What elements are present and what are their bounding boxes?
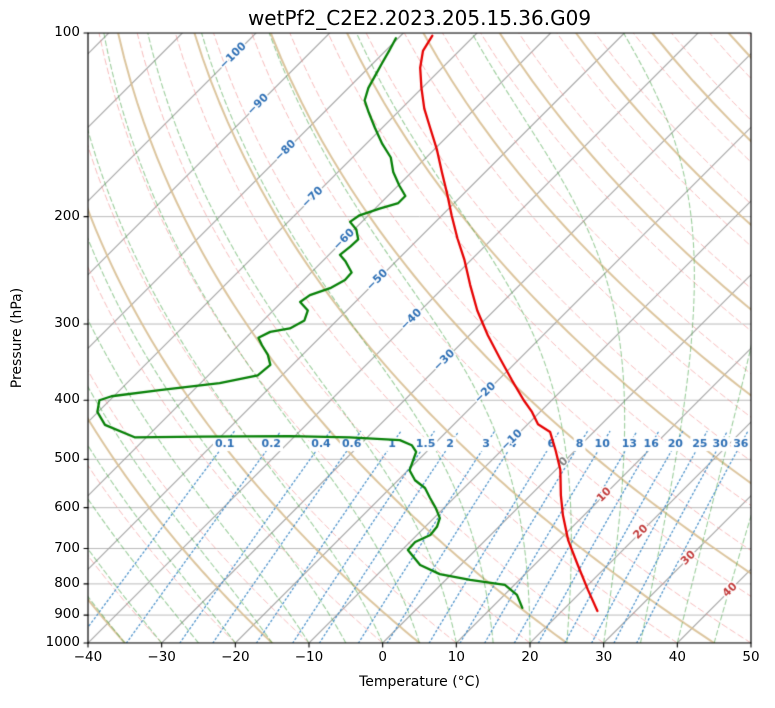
- y-tick-label: 500: [54, 450, 80, 467]
- y-axis-label: Pressure (hPa): [9, 287, 25, 389]
- x-tick-label: 40: [668, 649, 686, 665]
- x-tick-label: −20: [221, 649, 250, 665]
- y-tick-label: 200: [54, 207, 80, 224]
- x-tick-label: −30: [147, 649, 176, 665]
- y-tick-label: 400: [54, 391, 80, 408]
- y-tick-label: 700: [54, 539, 80, 556]
- x-tick-label: 50: [742, 649, 760, 665]
- x-tick-label: −10: [294, 649, 324, 665]
- x-axis-label: Temperature (°C): [359, 674, 480, 690]
- x-tick-label: 10: [447, 649, 465, 665]
- x-tick-label: −40: [73, 649, 103, 665]
- y-tick-label: 600: [54, 498, 80, 515]
- y-tick-label: 1000: [45, 634, 80, 650]
- y-tick-label: 100: [54, 24, 80, 40]
- y-tick-label: 800: [54, 574, 80, 591]
- x-tick-label: 30: [595, 649, 613, 665]
- y-tick-label: 300: [54, 315, 80, 332]
- x-tick-label: 20: [521, 649, 539, 665]
- y-tick-label: 900: [54, 606, 80, 623]
- x-tick-label: 0: [378, 649, 387, 665]
- chart-title: wetPf2_C2E2.2023.205.15.36.G09: [247, 6, 592, 30]
